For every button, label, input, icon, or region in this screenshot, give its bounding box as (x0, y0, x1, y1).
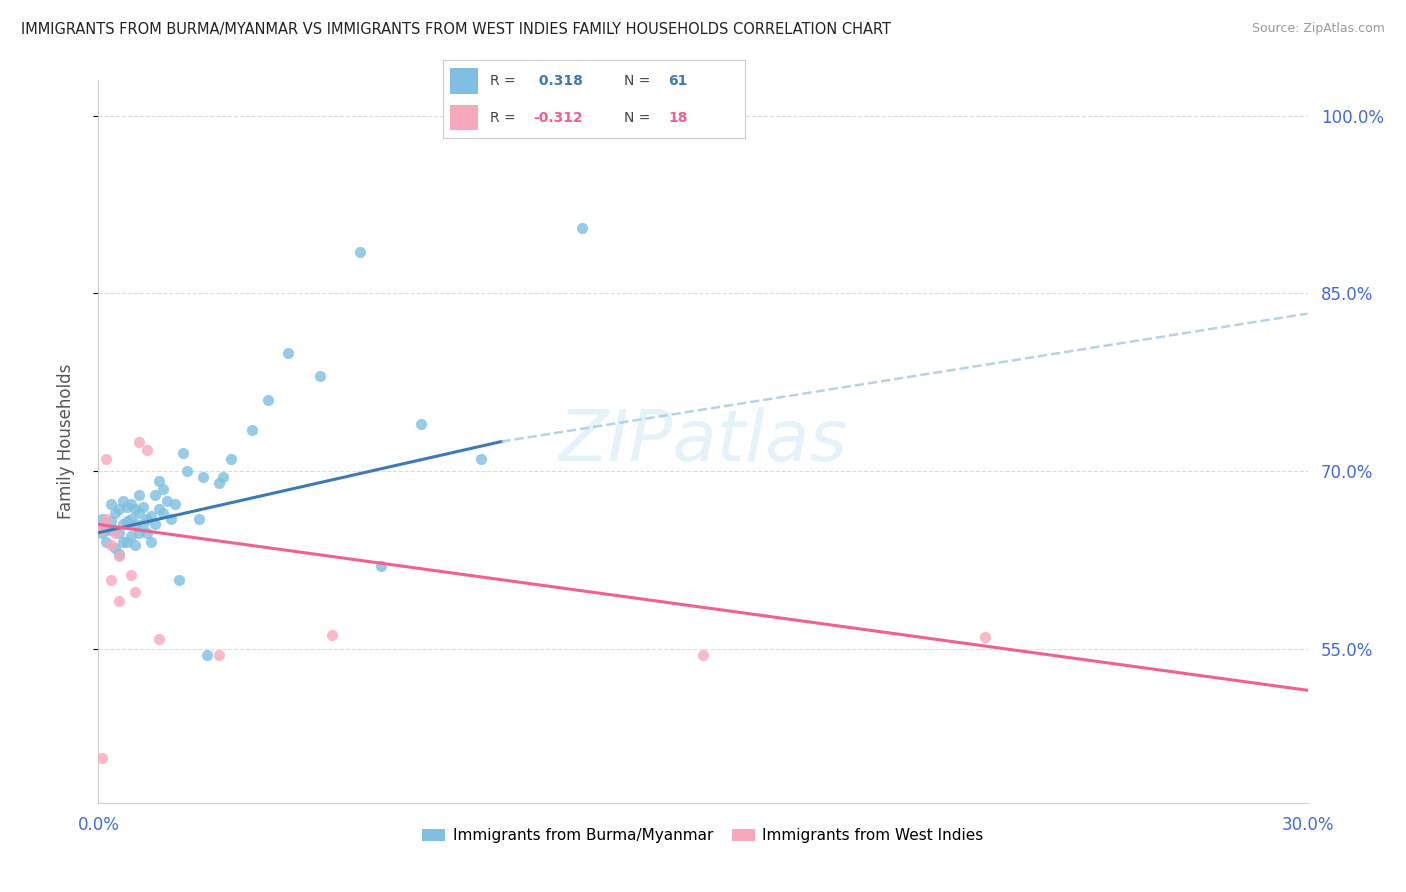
Text: 61: 61 (668, 74, 688, 88)
Point (96, 452, 118, 467)
Point (208, 648, 231, 662)
Point (188, 511, 211, 525)
Point (143, 488, 166, 502)
Point (120, 497, 142, 511)
Text: Source: ZipAtlas.com: Source: ZipAtlas.com (1251, 22, 1385, 36)
Point (152, 482, 174, 496)
Point (148, 632, 170, 647)
Point (256, 393, 278, 408)
Point (135, 511, 157, 525)
Text: 18: 18 (668, 111, 688, 125)
Point (163, 497, 186, 511)
Text: -0.312: -0.312 (534, 111, 583, 125)
Point (96, 511, 118, 525)
Point (124, 517, 146, 532)
Point (100, 538, 122, 552)
Point (103, 524, 125, 538)
Text: ZIPatlas: ZIPatlas (558, 407, 848, 476)
Point (107, 594, 129, 608)
Point (120, 511, 142, 525)
Point (111, 535, 134, 549)
Point (176, 464, 198, 478)
Point (128, 488, 150, 502)
Point (96, 524, 118, 538)
Point (128, 525, 150, 540)
Point (193, 470, 215, 484)
Point (139, 509, 162, 524)
Point (124, 585, 146, 599)
Text: R =: R = (489, 111, 516, 125)
Point (409, 417, 432, 431)
Point (100, 497, 122, 511)
FancyBboxPatch shape (450, 69, 478, 94)
Point (107, 549, 129, 564)
FancyBboxPatch shape (450, 105, 478, 130)
Point (103, 541, 125, 556)
Point (139, 535, 162, 549)
Point (115, 535, 138, 549)
Point (240, 423, 263, 437)
Point (115, 500, 138, 514)
Point (571, 221, 593, 235)
Point (135, 525, 157, 540)
Point (103, 506, 125, 520)
Point (107, 525, 129, 540)
Text: N =: N = (624, 111, 651, 125)
Point (124, 538, 146, 552)
Point (208, 475, 231, 490)
Point (107, 547, 129, 561)
Point (107, 502, 129, 516)
Point (128, 506, 150, 520)
Point (135, 442, 157, 457)
Point (115, 514, 138, 528)
Point (91, 511, 114, 525)
Point (100, 573, 122, 587)
Point (349, 245, 371, 260)
Point (91, 525, 114, 540)
Point (221, 452, 243, 467)
Point (100, 514, 122, 528)
Legend: Immigrants from Burma/Myanmar, Immigrants from West Indies: Immigrants from Burma/Myanmar, Immigrant… (416, 822, 990, 849)
Point (309, 369, 332, 384)
Point (124, 502, 146, 516)
Point (470, 452, 492, 467)
Text: R =: R = (489, 74, 516, 88)
Point (321, 627, 343, 641)
Text: N =: N = (624, 74, 651, 88)
Point (132, 517, 155, 532)
Point (103, 525, 125, 540)
Point (111, 493, 134, 508)
Point (212, 470, 235, 484)
Point (370, 558, 392, 573)
Point (974, 630, 997, 644)
Point (120, 568, 142, 582)
Point (152, 506, 174, 520)
Text: IMMIGRANTS FROM BURMA/MYANMAR VS IMMIGRANTS FROM WEST INDIES FAMILY HOUSEHOLDS C: IMMIGRANTS FROM BURMA/MYANMAR VS IMMIGRA… (21, 22, 891, 37)
Y-axis label: Family Households: Family Households (56, 364, 75, 519)
Point (156, 493, 179, 508)
Point (96, 535, 118, 549)
Point (148, 502, 170, 516)
Point (120, 529, 142, 543)
Point (277, 345, 299, 359)
Point (143, 517, 166, 532)
Text: 0.318: 0.318 (534, 74, 582, 88)
Point (91, 751, 114, 765)
Point (160, 511, 183, 525)
Point (692, 648, 714, 662)
Point (132, 500, 155, 514)
Point (148, 474, 170, 488)
Point (100, 524, 122, 538)
Point (111, 517, 134, 532)
Point (172, 446, 194, 460)
Point (91, 524, 114, 538)
Point (128, 434, 150, 449)
Point (167, 573, 190, 587)
Point (195, 648, 218, 662)
